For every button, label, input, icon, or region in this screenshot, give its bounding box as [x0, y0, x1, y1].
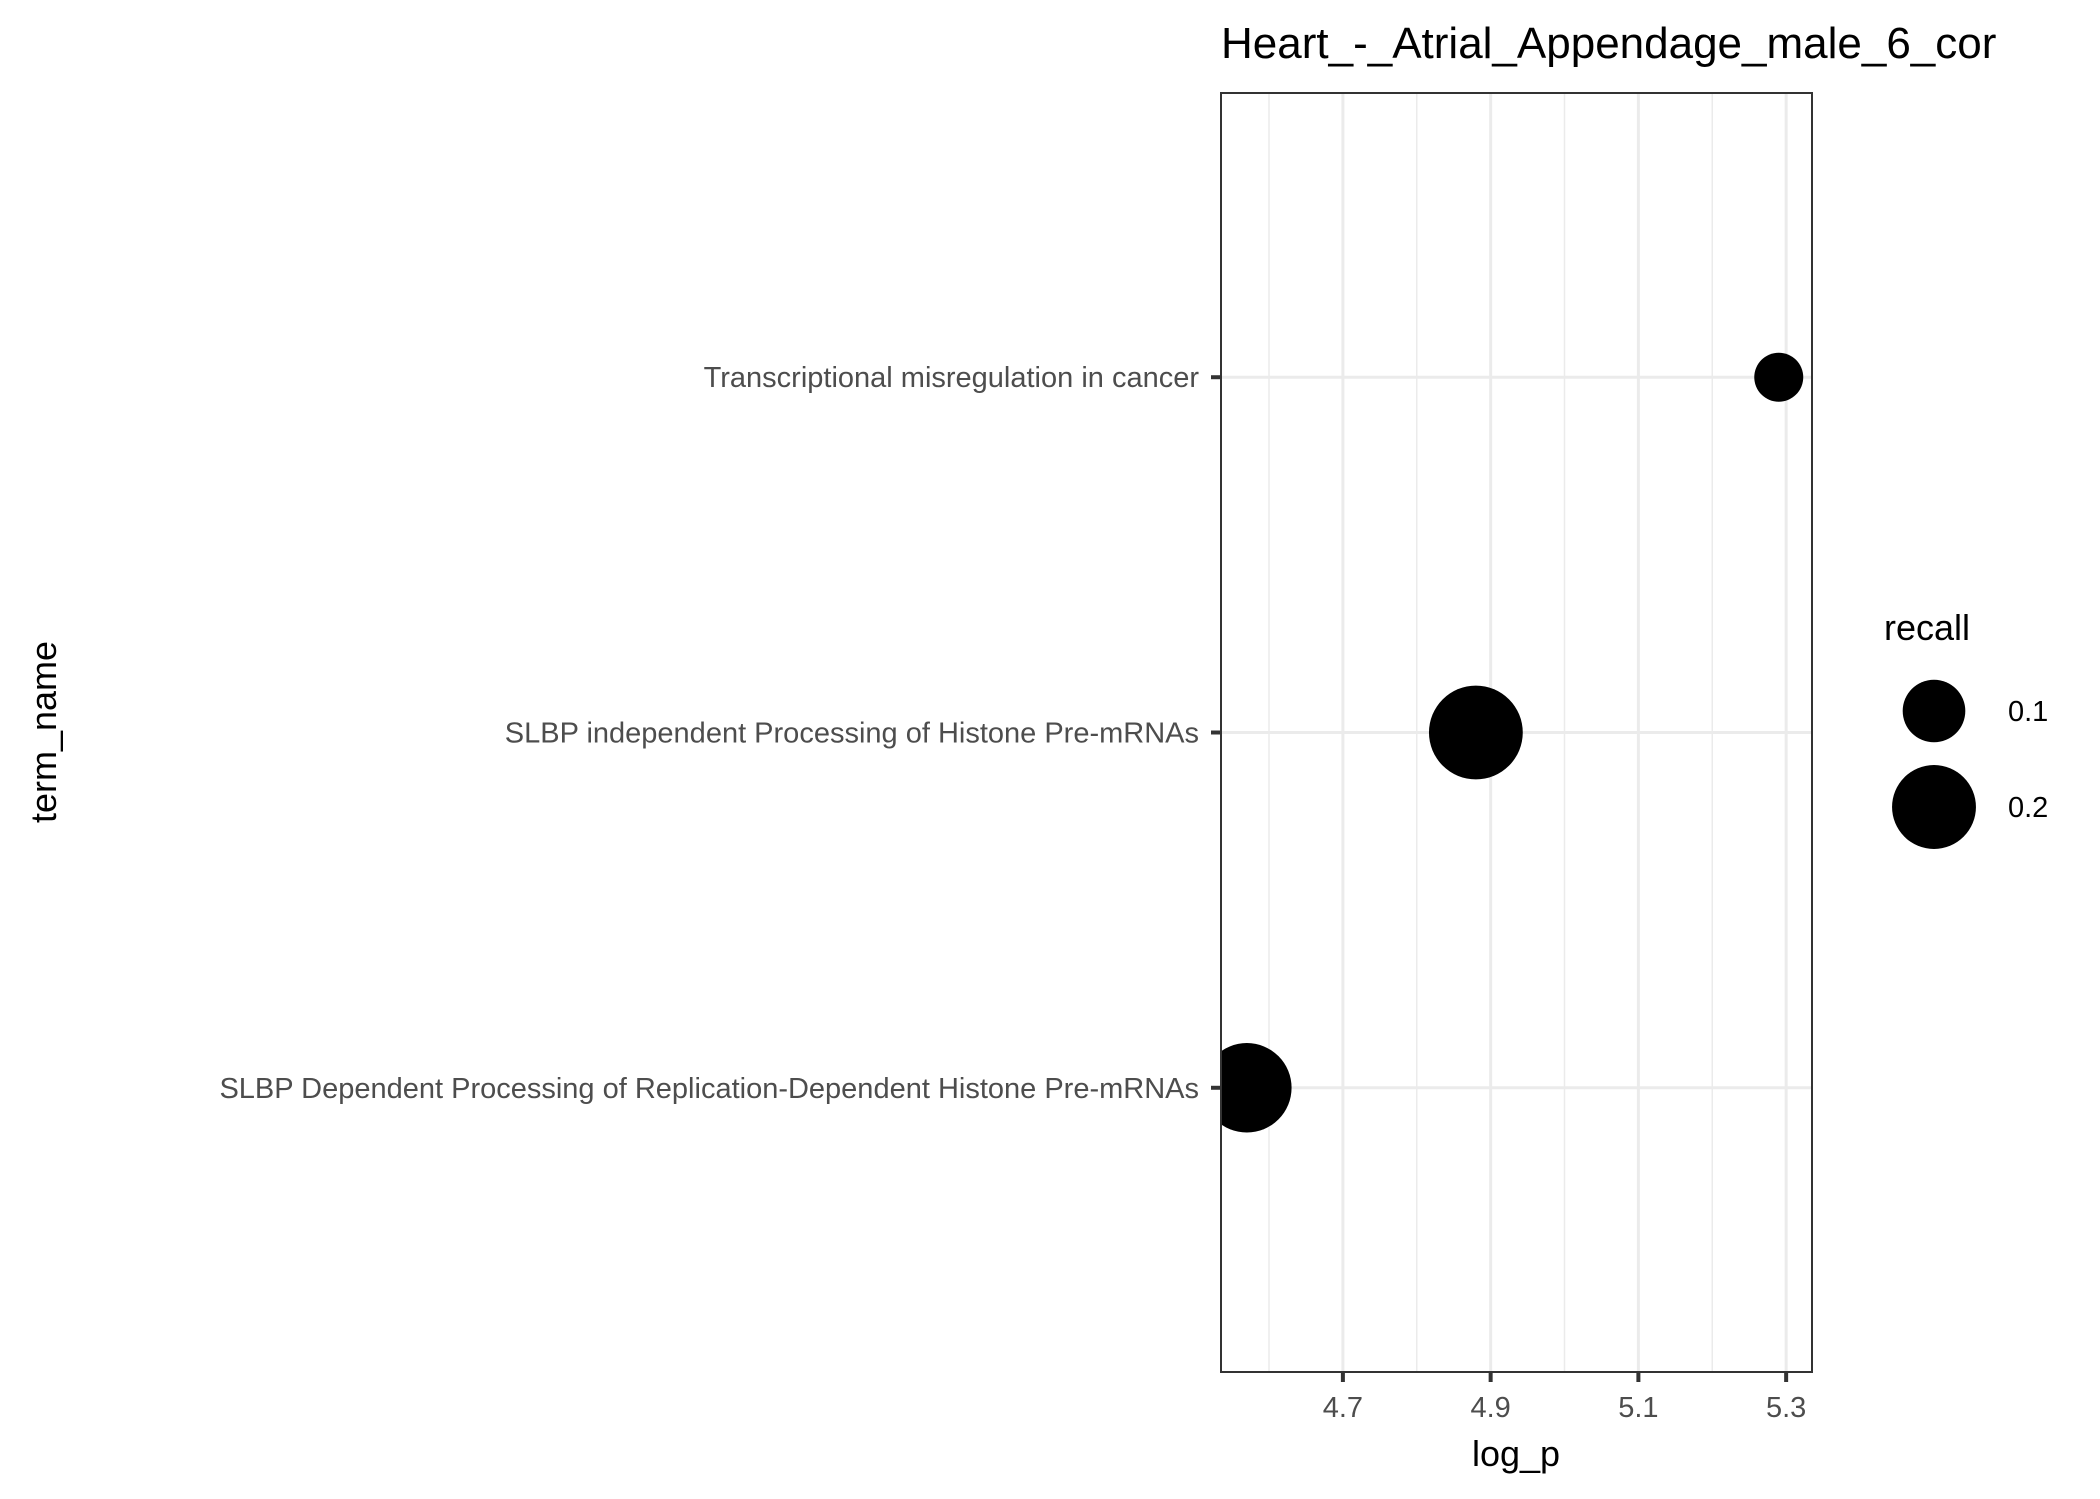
legend-label: 0.2 [2008, 792, 2048, 824]
y-tick-label: Transcriptional misregulation in cancer [704, 362, 1200, 394]
data-point [1754, 352, 1804, 402]
x-tick-label: 5.1 [1618, 1392, 1658, 1424]
y-tick-label: SLBP Dependent Processing of Replication… [219, 1073, 1199, 1105]
x-tick-label: 5.3 [1766, 1392, 1806, 1424]
legend-key [1892, 765, 1976, 849]
x-axis: 4.7 4.9 5.1 5.3 [1323, 1372, 1806, 1424]
data-point [1428, 685, 1523, 780]
x-tick-label: 4.9 [1470, 1392, 1510, 1424]
y-axis: SLBP Dependent Processing of Replication… [219, 362, 1221, 1105]
size-legend: recall 0.1 0.2 [1884, 607, 2048, 849]
y-tick-label: SLBP independent Processing of Histone P… [505, 718, 1199, 750]
chart-title: Heart_-_Atrial_Appendage_male_6_cor [1221, 19, 1996, 68]
data-points [1221, 352, 1804, 1133]
legend-label: 0.1 [2008, 696, 2048, 728]
x-axis-title: log_p [1472, 1433, 1560, 1474]
x-tick-label: 4.7 [1323, 1392, 1363, 1424]
legend-key [1902, 679, 1966, 743]
y-axis-title: term_name [23, 641, 64, 823]
legend-title: recall [1884, 607, 1970, 648]
data-point [1221, 1043, 1292, 1133]
